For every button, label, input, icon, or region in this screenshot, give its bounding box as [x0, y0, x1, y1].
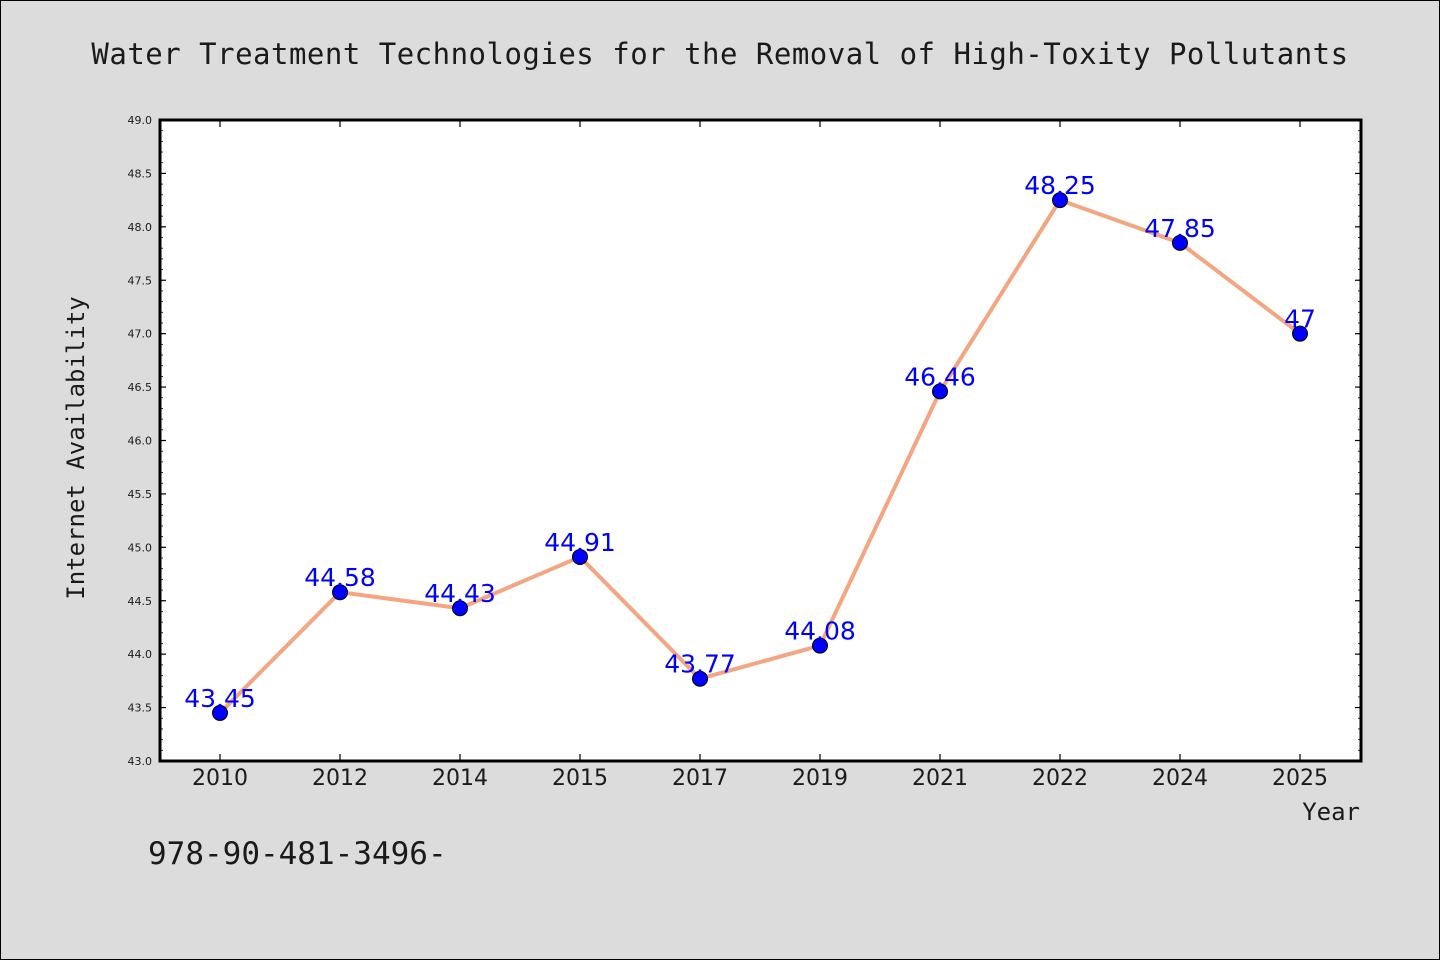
y-tick-label: 44.5	[128, 595, 153, 608]
y-tick-label: 46.0	[128, 435, 153, 448]
y-axis-label: Internet Availability	[62, 296, 90, 599]
x-tick-label: 2014	[432, 766, 488, 791]
data-point-2015	[572, 548, 588, 565]
y-tick-label: 47.5	[128, 274, 153, 287]
y-tick-label: 44.0	[128, 648, 153, 661]
data-label-2022: 48.25	[1024, 171, 1096, 200]
x-tick-label: 2024	[1152, 766, 1208, 791]
data-point-2019	[812, 637, 828, 654]
data-point-2025	[1292, 325, 1308, 342]
data-point-2014	[452, 600, 468, 617]
x-tick-label: 2015	[552, 766, 608, 791]
y-axis: 43.0 43.5 44.0 44.5 45.0 45.5 46.0 46.5 47.0 47.5…	[128, 114, 1361, 768]
x-axis: 2010 2012 2014 2015 2017 2019 2021 2022 2024 2025	[192, 120, 1328, 791]
chart-title: Water Treatment Technologies for the Rem…	[91, 37, 1348, 71]
data-label-2012: 44.58	[304, 563, 376, 592]
series-line	[218, 198, 1302, 715]
x-tick-label: 2021	[912, 766, 968, 791]
series-line-group	[218, 198, 1302, 715]
y-tick-label: 45.0	[128, 541, 153, 554]
y-tick-label: 43.5	[128, 702, 153, 715]
x-tick-label: 2022	[1032, 766, 1088, 791]
x-tick-label: 2025	[1272, 766, 1328, 791]
data-point-2022	[1052, 192, 1068, 209]
data-point-2024	[1172, 234, 1188, 251]
y-tick-label: 49.0	[128, 114, 153, 127]
data-point-2017	[692, 670, 708, 687]
x-tick-label: 2010	[192, 766, 248, 791]
x-axis-label: Year	[1302, 798, 1360, 826]
y-tick-label: 46.5	[128, 381, 153, 394]
y-tick-label: 45.5	[128, 488, 153, 501]
x-tick-label: 2017	[672, 766, 728, 791]
y-tick-label: 43.0	[128, 755, 153, 768]
data-labels-group: 43.45 44.58 44.43 44.91 43.77 44.08 46.46 48.25…	[184, 171, 1316, 713]
data-label-2015: 44.91	[544, 528, 616, 557]
data-label-2019: 44.08	[784, 617, 856, 646]
data-label-2024: 47.85	[1144, 214, 1216, 243]
x-tick-label: 2019	[792, 766, 848, 791]
x-tick-label: 2012	[312, 766, 368, 791]
data-label-2017: 43.77	[664, 650, 736, 679]
data-label-2014: 44.43	[424, 579, 496, 608]
data-label-2021: 46.46	[904, 362, 976, 391]
series-markers-group	[212, 192, 1308, 721]
data-label-2025: 47	[1284, 305, 1316, 334]
footer-code: 978-90-481-3496-	[148, 836, 447, 872]
y-tick-label: 48.5	[128, 167, 153, 180]
y-tick-label: 47.0	[128, 328, 153, 341]
plot-area	[158, 118, 1363, 763]
data-label-2010: 43.45	[184, 684, 256, 713]
y-tick-label: 48.0	[128, 221, 153, 234]
data-point-2010	[212, 704, 228, 721]
data-point-2012	[332, 584, 348, 601]
data-point-2021	[932, 383, 948, 400]
